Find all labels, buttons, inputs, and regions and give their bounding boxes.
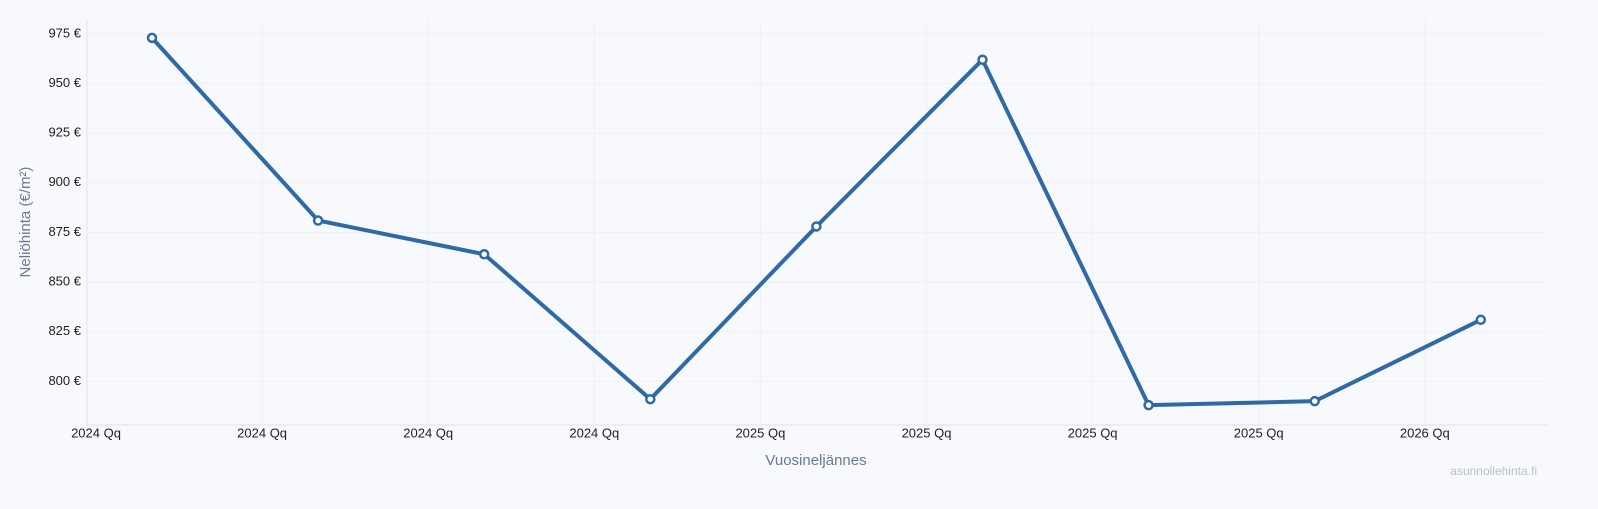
point	[977, 54, 988, 65]
point	[1309, 395, 1320, 407]
y-tick-label: 825 €	[48, 323, 81, 338]
x-tick-label: 2024 Qq	[237, 425, 287, 440]
y-tick-label: 900 €	[48, 174, 81, 189]
x-tick-label: 2025 Qq	[902, 425, 952, 440]
x-tick-label: 2026 Qq	[1400, 425, 1450, 440]
y-tick-label: 875 €	[48, 224, 81, 239]
y-tick-label: 850 €	[48, 273, 81, 288]
point	[1475, 314, 1487, 326]
point	[1143, 399, 1154, 411]
point	[478, 249, 490, 260]
x-tick-label: 2025 Qq	[1068, 425, 1118, 440]
y-tick-label: 800 €	[48, 373, 81, 388]
x-tick-label: 2024 Qq	[403, 425, 453, 440]
point	[312, 215, 324, 226]
watermark: asunnollehinta.fi	[1450, 464, 1537, 478]
y-tick-label: 975 €	[48, 25, 81, 40]
y-axis-title: Neliöhinta (€/m²)	[17, 167, 34, 278]
x-tick-label: 2024 Qq	[71, 425, 121, 440]
x-tick-label: 2025 Qq	[1234, 425, 1284, 440]
point	[645, 393, 656, 405]
x-tick-label: 2025 Qq	[735, 425, 785, 440]
point	[811, 221, 822, 232]
x-axis-title: Vuosineljännes	[765, 452, 866, 469]
y-tick-label: 950 €	[48, 75, 81, 90]
y-tick-label: 925 €	[48, 125, 81, 140]
point	[146, 32, 158, 44]
x-tick-label: 2024 Qq	[569, 425, 619, 440]
